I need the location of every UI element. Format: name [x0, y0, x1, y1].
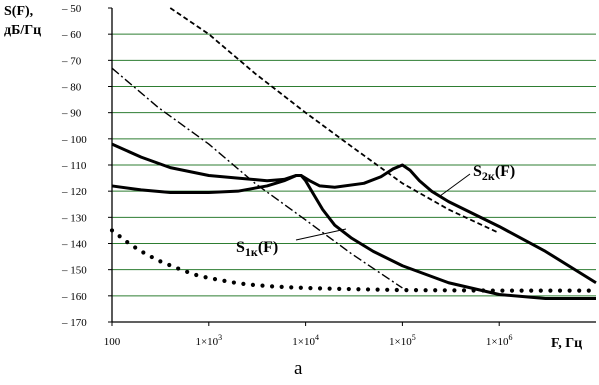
- x-tick-label: 1×103: [195, 333, 222, 348]
- x-tick-label: 1×105: [389, 333, 416, 348]
- y-axis-label-line1: S(F),: [4, 4, 34, 19]
- series-3-line: [169, 7, 500, 234]
- series-2-line: [111, 142, 597, 285]
- leader-line-s1k: [295, 228, 347, 241]
- y-tick-label: – 90: [61, 108, 82, 120]
- y-tick-label: – 80: [61, 82, 82, 94]
- x-axis-label: F, Гц: [551, 336, 583, 351]
- figure-caption: a: [294, 358, 303, 379]
- series-1-line: [111, 173, 596, 300]
- annotation-leaders: [295, 173, 471, 241]
- x-axis-ticks: 100 1×103 1×104 1×105 1×106: [104, 322, 513, 348]
- leader-line-s2k: [439, 173, 471, 197]
- grid-lines: [112, 33, 596, 297]
- x-tick-label: 100: [104, 336, 121, 348]
- y-tick-label: – 150: [61, 265, 87, 277]
- y-tick-label: – 110: [61, 160, 87, 172]
- y-tick-label: – 70: [61, 55, 82, 67]
- series-group: [109, 7, 599, 300]
- y-tick-label: – 170: [61, 317, 87, 329]
- y-tick-label: – 130: [61, 212, 87, 224]
- annotation-s1k: S1к(F): [236, 239, 278, 259]
- y-axis-ticks: – 50 – 60 – 70 – 80 – 90 – 100 – 110 – 120 – 130…: [61, 3, 112, 329]
- y-tick-label: – 160: [61, 291, 87, 303]
- x-tick-label: 1×106: [486, 333, 513, 348]
- series-5-line: [109, 228, 599, 293]
- annotation-s2k: S2к(F): [473, 163, 515, 183]
- y-tick-label: – 120: [61, 186, 87, 198]
- x-tick-label: 1×104: [292, 333, 319, 348]
- series-4-line: [111, 67, 403, 289]
- y-tick-label: – 100: [61, 134, 87, 146]
- y-axis-label-line2: дБ/Гц: [4, 23, 42, 38]
- y-tick-label: – 140: [61, 239, 87, 251]
- y-tick-label: – 50: [61, 3, 82, 15]
- y-tick-label: – 60: [61, 29, 82, 41]
